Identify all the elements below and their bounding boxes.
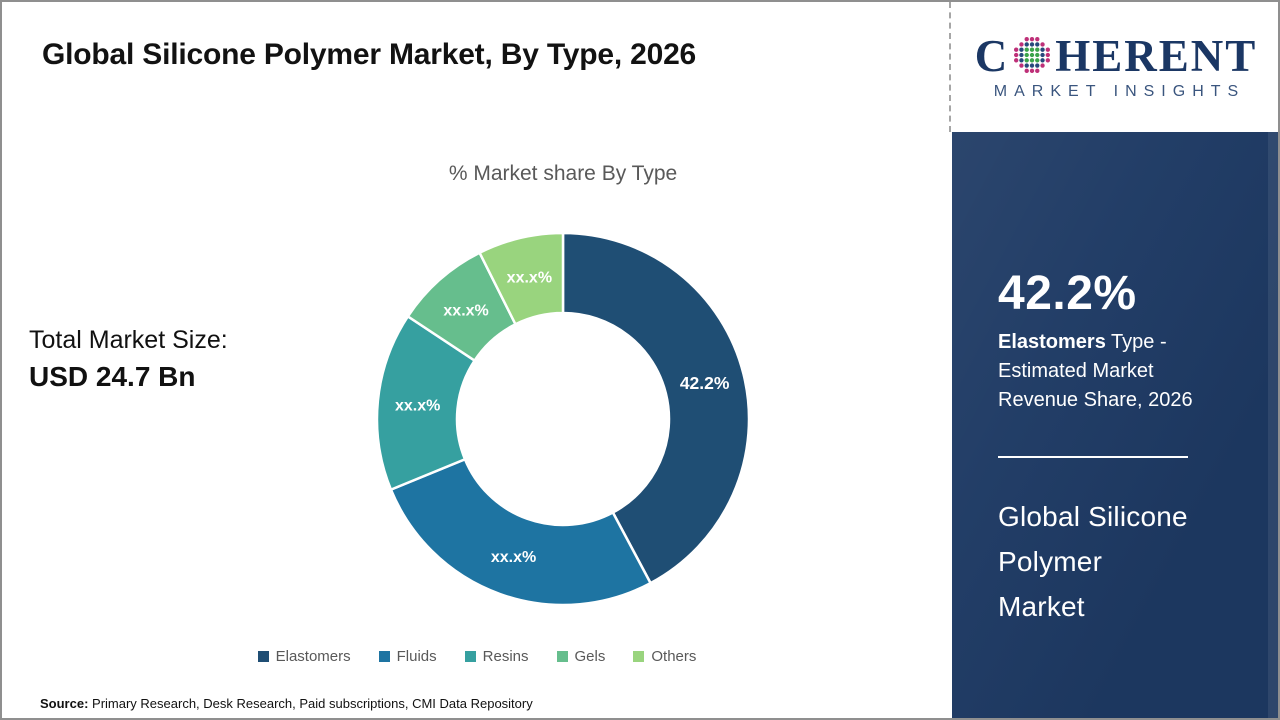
donut-segment-label-others: xx.x% [507,269,552,286]
highlight-description: Elastomers Type - Estimated Market Reven… [998,328,1193,415]
chart-legend: Elastomers Fluids Resins Gels Others [2,648,952,665]
total-market-size: Total Market Size: USD 24.7 Bn [29,326,228,393]
donut-segment-label-gels: xx.x% [443,302,488,319]
highlight-description-line1: Elastomers Type - [998,328,1193,357]
donut-segment-fluids [389,457,653,607]
legend-swatch-gels [556,651,568,662]
brand-logo-subtitle: MARKET INSIGHTS [993,82,1246,100]
donut-segment-elastomers [561,231,751,585]
dashed-separator [949,2,951,132]
legend-item-fluids: Fluids [378,648,437,665]
legend-label-gels: Gels [574,648,606,665]
legend-label-fluids: Fluids [396,648,437,665]
chart-title: % Market share By Type [448,162,678,185]
sidebar-divider [998,456,1188,458]
sidebar-market-name-line3: Market [998,591,1085,622]
highlight-segment-name: Elastomers [998,331,1106,353]
legend-swatch-resins [464,651,476,662]
donut-segment-others [477,231,565,326]
legend-item-elastomers: Elastomers [257,648,351,665]
source-label: Source: [40,696,89,711]
legend-item-resins: Resins [464,648,529,665]
page-title: Global Silicone Polymer Market, By Type,… [42,38,697,71]
source-line: Source: Primary Research, Desk Research,… [40,696,533,711]
total-market-size-value: USD 24.7 Bn [29,361,196,392]
source-text: Primary Research, Desk Research, Paid su… [88,696,533,711]
highlight-description-line3: Revenue Share, 2026 [998,389,1193,411]
highlight-percentage: 42.2% [998,267,1137,320]
brand-logo: C HERENT MARKET INSIGHTS [952,2,1278,132]
sidebar-market-name: Global Silicone Polymer Market [998,494,1188,629]
legend-label-others: Others [651,648,697,665]
legend-label-elastomers: Elastomers [275,648,351,665]
legend-swatch-others [633,651,645,662]
donut-segment-label-fluids: xx.x% [491,549,536,566]
total-market-size-label: Total Market Size: [29,326,228,354]
donut-segment-label-resins: xx.x% [395,397,440,414]
brand-logo-wordmark: C HERENT [974,30,1258,81]
legend-item-gels: Gels [556,648,606,665]
highlight-description-line1-rest: Type - [1105,331,1167,353]
highlight-sidebar: 42.2% Elastomers Type - Estimated Market… [952,132,1278,718]
logo-letters-rest: HERENT [1055,30,1258,81]
coherent-globe-icon [1014,37,1051,73]
legend-label-resins: Resins [482,648,529,665]
logo-letter-c: C [974,30,1010,81]
legend-item-others: Others [633,648,696,665]
legend-swatch-fluids [378,651,390,662]
highlight-description-line2: Estimated Market [998,360,1154,382]
donut-chart: 42.2% xx.x% xx.x% xx.x% xx.x% [363,219,763,619]
sidebar-edge-band [1268,132,1278,718]
donut-chart-svg: 42.2% xx.x% xx.x% xx.x% xx.x% [375,231,751,607]
donut-segment-label-elastomers: 42.2% [680,373,730,393]
sidebar-market-name-line1: Global Silicone [998,501,1188,532]
legend-swatch-elastomers [257,651,269,662]
sidebar-market-name-line2: Polymer [998,546,1103,577]
